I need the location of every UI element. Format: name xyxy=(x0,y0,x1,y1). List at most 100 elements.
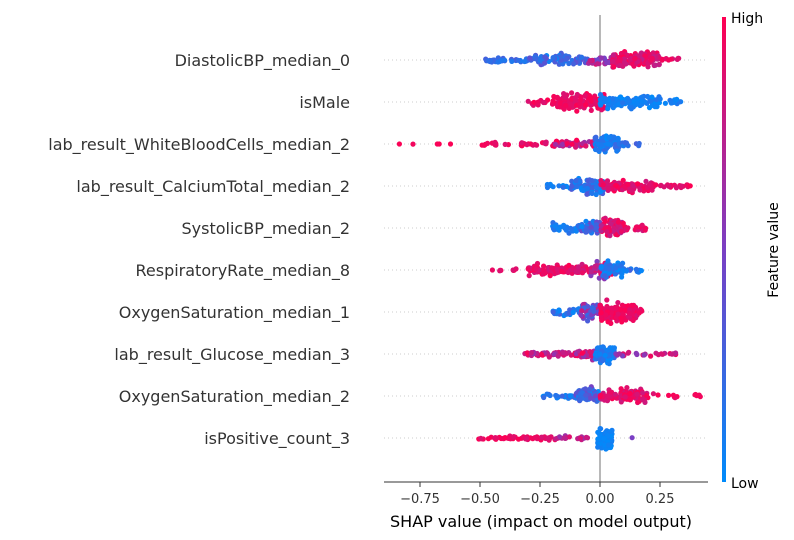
shap-point xyxy=(613,182,619,188)
shap-point xyxy=(668,100,674,106)
shap-point xyxy=(554,94,561,100)
shap-point xyxy=(533,56,539,62)
shap-point xyxy=(631,183,637,189)
shap-point xyxy=(627,307,633,313)
shap-point xyxy=(606,266,612,272)
shap-point xyxy=(666,57,672,63)
shap-point xyxy=(557,100,563,106)
feature-label: isPositive_count_3 xyxy=(204,429,350,449)
shap-point xyxy=(593,393,599,399)
shap-point xyxy=(646,105,653,111)
shap-point xyxy=(617,56,623,63)
shap-point xyxy=(608,310,615,316)
shap-point xyxy=(582,92,588,98)
colorbar-low-label: Low xyxy=(731,476,759,492)
shap-point xyxy=(652,62,659,68)
shap-point xyxy=(565,269,571,276)
shap-point xyxy=(549,265,555,271)
shap-point xyxy=(523,435,530,441)
shap-point xyxy=(678,183,685,189)
shap-point xyxy=(583,434,589,440)
shap-point xyxy=(605,106,611,112)
shap-point xyxy=(583,218,589,224)
shap-point xyxy=(558,54,564,60)
shap-point xyxy=(620,100,626,106)
shap-point xyxy=(606,353,612,359)
shap-point xyxy=(642,53,648,59)
shap-point xyxy=(553,392,559,399)
shap-point xyxy=(627,390,633,397)
shap-point xyxy=(634,391,640,397)
shap-point xyxy=(622,394,628,400)
x-tick-label: −0.50 xyxy=(460,492,500,507)
shap-point xyxy=(567,393,573,399)
shap-point xyxy=(579,350,585,356)
shap-point xyxy=(564,141,570,147)
shap-point xyxy=(647,98,653,104)
shap-point xyxy=(587,58,593,64)
shap-point xyxy=(537,57,543,63)
shap-point xyxy=(583,143,589,149)
shap-point xyxy=(618,386,624,392)
shap-point xyxy=(647,182,653,188)
shap-point xyxy=(692,392,698,398)
shap-point xyxy=(577,101,583,107)
shap-point xyxy=(580,187,587,194)
feature-label: RespiratoryRate_median_8 xyxy=(135,261,350,281)
shap-point xyxy=(410,141,416,147)
shap-point xyxy=(653,350,659,356)
shap-point xyxy=(569,90,575,96)
shap-point xyxy=(629,302,635,308)
shap-point xyxy=(598,223,604,229)
shap-point xyxy=(532,141,538,148)
shap-point xyxy=(533,266,539,272)
shap-point xyxy=(634,181,641,187)
shap-point xyxy=(608,305,614,311)
shap-point xyxy=(577,435,584,441)
shap-point xyxy=(634,351,640,358)
shap-point xyxy=(592,263,598,269)
shap-point xyxy=(396,141,402,147)
shap-point xyxy=(675,55,681,61)
shap-point xyxy=(636,310,642,316)
shap-point xyxy=(524,350,530,356)
shap-point xyxy=(621,59,627,65)
shap-point xyxy=(613,265,619,271)
shap-point xyxy=(587,386,593,392)
shap-point xyxy=(579,270,586,276)
shap-point xyxy=(553,436,559,442)
shap-point xyxy=(611,345,618,351)
shap-point xyxy=(657,96,663,102)
shap-point xyxy=(569,270,575,276)
shap-point xyxy=(574,108,580,114)
shap-point xyxy=(655,392,661,398)
shap-point xyxy=(597,351,603,357)
shap-point xyxy=(615,136,621,142)
shap-point xyxy=(598,264,604,270)
shap-point xyxy=(556,183,562,189)
shap-point xyxy=(603,96,609,102)
shap-point xyxy=(653,182,659,188)
shap-point xyxy=(502,141,508,147)
colorbar-title: Feature value xyxy=(766,202,782,298)
shap-point xyxy=(612,141,619,148)
shap-point xyxy=(563,102,569,108)
shap-point xyxy=(642,399,648,405)
shap-point xyxy=(597,302,604,308)
shap-point xyxy=(532,435,539,441)
shap-point xyxy=(624,385,630,391)
shap-point xyxy=(542,140,548,146)
shap-point xyxy=(555,353,561,359)
shap-point xyxy=(666,392,672,398)
x-axis-ticks: −0.75 −0.50 −0.25 0.00 0.25 xyxy=(400,482,674,507)
shap-point xyxy=(579,308,585,314)
shap-point xyxy=(633,224,639,230)
shap-point xyxy=(494,435,500,441)
shap-point xyxy=(552,141,559,147)
colorbar-high-label: High xyxy=(731,11,763,27)
shap-point xyxy=(513,266,519,272)
shap-point xyxy=(603,446,609,452)
shap-point xyxy=(535,102,541,108)
shap-point xyxy=(639,222,645,228)
shap-point xyxy=(600,357,606,363)
